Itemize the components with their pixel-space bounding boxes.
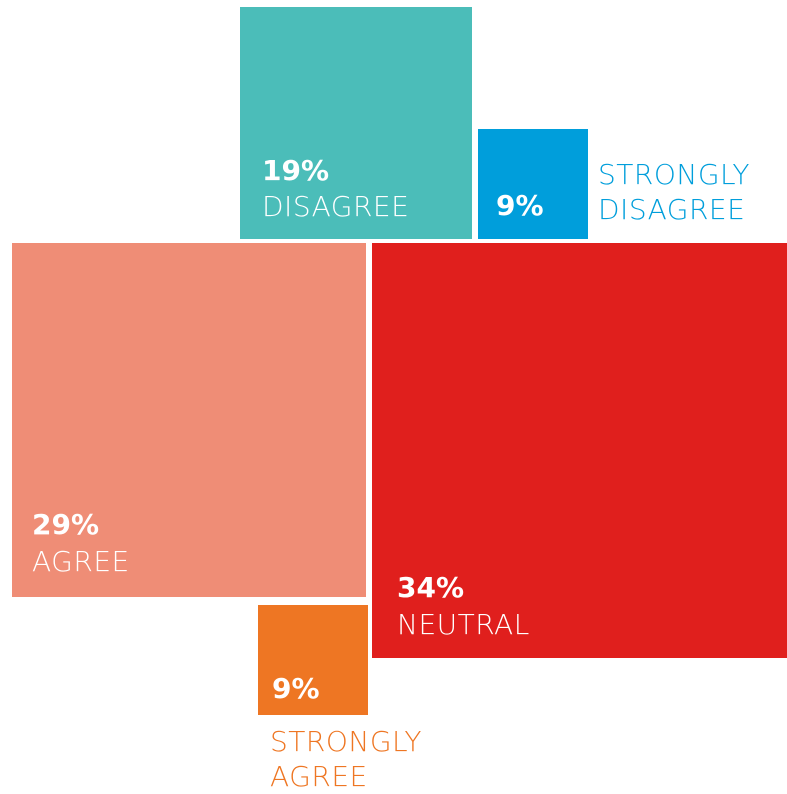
- category-label: STRONGLY DISAGREE: [598, 158, 750, 226]
- value-label: 9%: [272, 672, 320, 705]
- square: [240, 7, 472, 239]
- square: [372, 243, 787, 658]
- square: [478, 129, 588, 239]
- category-label: DISAGREE: [262, 190, 410, 223]
- square: [258, 605, 368, 715]
- value-label: 34%: [397, 571, 465, 604]
- category-label: NEUTRAL: [397, 608, 530, 641]
- category-label: AGREE: [32, 545, 130, 578]
- value-label: 9%: [496, 189, 544, 222]
- category-label: STRONGLY AGREE: [270, 725, 422, 793]
- value-label: 29%: [32, 508, 100, 541]
- value-label: 19%: [262, 154, 330, 187]
- square: [12, 243, 366, 597]
